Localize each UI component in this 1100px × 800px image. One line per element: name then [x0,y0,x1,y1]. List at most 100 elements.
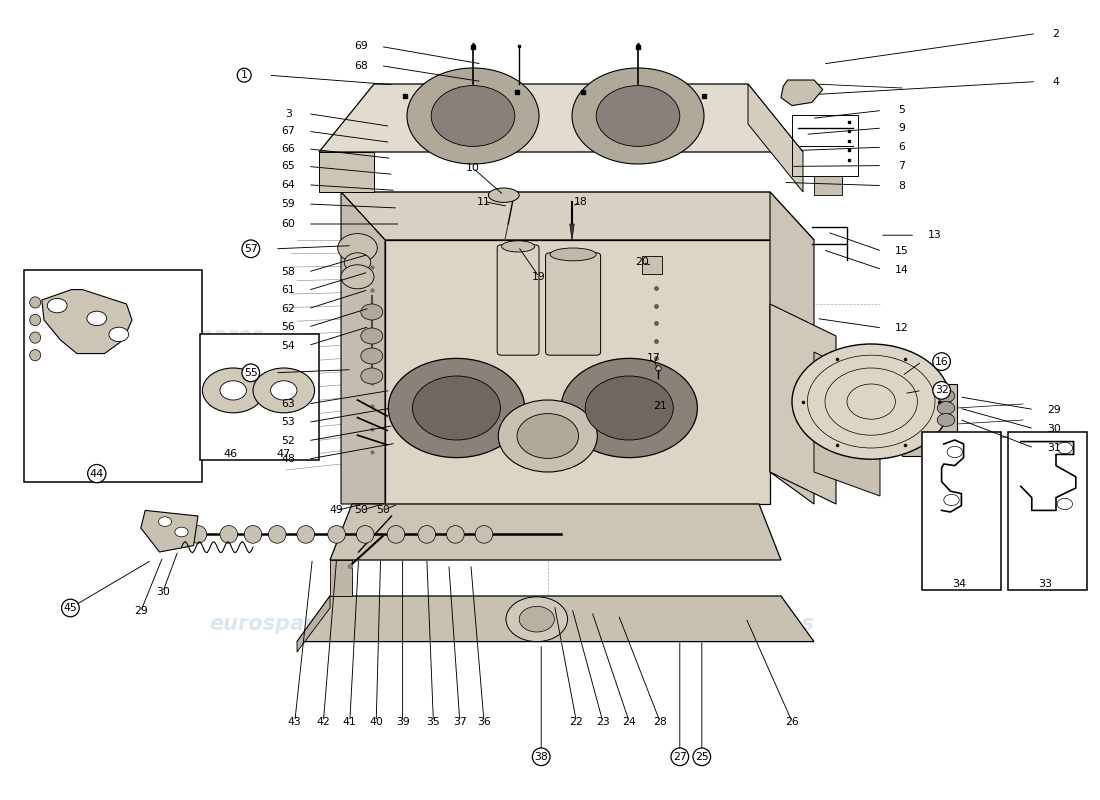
Polygon shape [770,304,836,504]
Text: 58: 58 [282,267,295,277]
Circle shape [792,344,950,459]
Circle shape [407,68,539,164]
Circle shape [944,494,959,506]
Circle shape [87,311,107,326]
Polygon shape [330,504,781,560]
Circle shape [338,234,377,262]
Ellipse shape [30,297,41,308]
Text: 10: 10 [466,163,480,173]
Text: eurospares: eurospares [682,614,814,634]
Text: eurospares: eurospares [616,326,748,346]
Text: 52: 52 [282,436,295,446]
Polygon shape [341,192,385,504]
Text: 25: 25 [695,752,708,762]
Text: 35: 35 [427,717,440,726]
Text: 40: 40 [370,717,383,726]
Text: 29: 29 [1047,405,1060,414]
Ellipse shape [356,526,374,543]
Text: 53: 53 [282,418,295,427]
Ellipse shape [475,526,493,543]
FancyBboxPatch shape [546,253,601,355]
Text: 69: 69 [354,42,367,51]
Circle shape [361,328,383,344]
Circle shape [158,517,172,526]
Text: 12: 12 [895,323,909,333]
Ellipse shape [189,526,207,543]
Polygon shape [385,240,770,504]
Circle shape [572,68,704,164]
Text: 43: 43 [288,717,301,726]
Text: 36: 36 [477,717,491,726]
Text: 5: 5 [899,106,905,115]
Text: 50: 50 [376,506,389,515]
Text: 6: 6 [899,142,905,152]
Polygon shape [341,192,814,240]
Circle shape [517,414,579,458]
Text: 30: 30 [156,587,169,597]
Circle shape [506,597,568,642]
Circle shape [253,368,315,413]
Text: 34: 34 [953,579,966,589]
Circle shape [561,358,697,458]
Circle shape [109,327,129,342]
Text: 48: 48 [282,454,295,464]
Ellipse shape [30,332,41,343]
Text: 29: 29 [134,606,147,616]
Ellipse shape [488,188,519,202]
Text: 17: 17 [647,354,660,363]
FancyBboxPatch shape [1008,432,1087,590]
Text: 66: 66 [282,144,295,154]
Ellipse shape [30,350,41,361]
Text: 54: 54 [282,341,295,350]
Text: 20: 20 [636,258,649,267]
FancyBboxPatch shape [24,270,202,482]
Circle shape [498,400,597,472]
Text: 60: 60 [282,219,295,229]
Text: 47: 47 [277,450,290,459]
Circle shape [1057,442,1072,454]
Text: 33: 33 [1038,579,1052,589]
Text: 21: 21 [653,402,667,411]
Text: 64: 64 [282,180,295,190]
Text: 44: 44 [90,469,103,478]
Text: 65: 65 [282,162,295,171]
Text: 27: 27 [673,752,686,762]
Circle shape [220,381,246,400]
Circle shape [361,368,383,384]
Text: 62: 62 [282,304,295,314]
Text: 24: 24 [623,717,636,726]
Polygon shape [297,596,330,652]
Text: 31: 31 [1047,443,1060,453]
Text: 18: 18 [574,197,587,206]
Circle shape [361,348,383,364]
Text: 3: 3 [285,109,292,118]
Circle shape [1057,498,1072,510]
Text: 61: 61 [282,286,295,295]
Circle shape [412,376,500,440]
Ellipse shape [550,248,596,261]
Polygon shape [42,290,132,354]
Text: 28: 28 [653,717,667,726]
Text: 2: 2 [1053,29,1059,38]
Text: eurospares: eurospares [209,614,341,634]
Ellipse shape [502,241,535,252]
Circle shape [271,381,297,400]
Text: 1: 1 [241,70,248,80]
Text: 9: 9 [899,123,905,133]
Text: 7: 7 [899,161,905,170]
Bar [642,256,662,274]
Circle shape [937,402,955,414]
Circle shape [47,298,67,313]
Ellipse shape [297,526,315,543]
Polygon shape [570,224,574,240]
Text: 30: 30 [1047,424,1060,434]
Text: 50: 50 [354,506,367,515]
Text: 38: 38 [535,752,548,762]
Text: 46: 46 [224,450,238,459]
Polygon shape [781,80,823,106]
Text: 22: 22 [570,717,583,726]
Circle shape [344,253,371,272]
Text: 32: 32 [935,386,948,395]
Text: 68: 68 [354,61,367,70]
Text: 19: 19 [532,272,546,282]
